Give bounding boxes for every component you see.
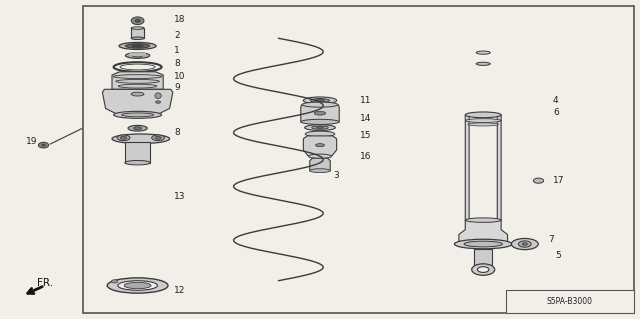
Ellipse shape <box>316 127 324 129</box>
Ellipse shape <box>454 239 512 249</box>
Ellipse shape <box>522 243 527 245</box>
Ellipse shape <box>131 37 144 40</box>
Ellipse shape <box>113 75 162 78</box>
Ellipse shape <box>132 45 143 47</box>
Text: 5: 5 <box>555 251 561 260</box>
Ellipse shape <box>129 52 147 56</box>
Text: FR.: FR. <box>36 278 52 288</box>
Text: 9: 9 <box>174 83 180 92</box>
Text: 11: 11 <box>360 96 371 105</box>
Polygon shape <box>310 158 330 171</box>
Ellipse shape <box>464 241 502 247</box>
Ellipse shape <box>125 160 150 165</box>
Text: 2: 2 <box>174 31 180 40</box>
Text: S5PA-B3000: S5PA-B3000 <box>547 297 593 306</box>
Ellipse shape <box>511 239 538 249</box>
Bar <box>506 290 634 313</box>
Ellipse shape <box>152 135 164 141</box>
Ellipse shape <box>111 280 118 283</box>
Ellipse shape <box>114 111 161 118</box>
Text: 10: 10 <box>174 72 186 81</box>
Ellipse shape <box>119 42 156 49</box>
Ellipse shape <box>135 19 140 22</box>
Ellipse shape <box>305 125 335 130</box>
Ellipse shape <box>302 102 338 107</box>
Ellipse shape <box>465 112 501 118</box>
Ellipse shape <box>124 282 151 289</box>
Ellipse shape <box>117 135 130 141</box>
Ellipse shape <box>118 281 157 290</box>
Text: 1: 1 <box>174 46 180 55</box>
Text: 8: 8 <box>174 128 180 137</box>
Text: 3: 3 <box>333 171 339 180</box>
Polygon shape <box>301 105 339 122</box>
Ellipse shape <box>122 113 154 117</box>
Ellipse shape <box>112 134 170 144</box>
Ellipse shape <box>316 144 324 147</box>
Ellipse shape <box>42 144 45 146</box>
Ellipse shape <box>312 126 328 129</box>
Bar <box>83 6 634 313</box>
Text: 13: 13 <box>174 192 186 201</box>
Ellipse shape <box>134 127 141 130</box>
Ellipse shape <box>116 79 159 83</box>
Text: 12: 12 <box>174 286 186 295</box>
Ellipse shape <box>155 93 161 99</box>
Ellipse shape <box>472 264 495 275</box>
Ellipse shape <box>107 278 168 293</box>
Ellipse shape <box>131 27 144 29</box>
Polygon shape <box>459 220 508 244</box>
Ellipse shape <box>128 125 147 131</box>
Ellipse shape <box>468 123 499 126</box>
Ellipse shape <box>156 101 161 103</box>
Ellipse shape <box>118 84 157 88</box>
Ellipse shape <box>310 99 330 102</box>
Text: 19: 19 <box>26 137 37 146</box>
Ellipse shape <box>120 64 155 70</box>
Polygon shape <box>125 142 150 163</box>
Ellipse shape <box>301 119 339 124</box>
Text: 8: 8 <box>174 59 180 68</box>
Polygon shape <box>465 115 501 222</box>
Ellipse shape <box>38 142 49 148</box>
Ellipse shape <box>465 119 501 122</box>
Ellipse shape <box>477 267 489 272</box>
Ellipse shape <box>120 137 127 139</box>
Text: 4: 4 <box>553 96 559 105</box>
Text: 17: 17 <box>553 176 564 185</box>
Ellipse shape <box>155 137 161 139</box>
Ellipse shape <box>533 178 543 183</box>
Text: 14: 14 <box>360 114 371 123</box>
Ellipse shape <box>131 92 144 96</box>
Ellipse shape <box>518 241 531 247</box>
Polygon shape <box>102 89 173 115</box>
Text: 16: 16 <box>360 152 371 161</box>
Polygon shape <box>474 249 492 265</box>
Ellipse shape <box>308 154 332 159</box>
Ellipse shape <box>476 62 490 65</box>
Text: 15: 15 <box>360 131 371 140</box>
Ellipse shape <box>131 17 144 25</box>
Ellipse shape <box>314 111 326 115</box>
Ellipse shape <box>303 97 337 104</box>
Ellipse shape <box>476 51 490 54</box>
Text: 18: 18 <box>174 15 186 24</box>
Polygon shape <box>131 28 144 38</box>
Polygon shape <box>303 136 337 156</box>
Ellipse shape <box>305 131 335 137</box>
Ellipse shape <box>125 53 150 58</box>
Text: 7: 7 <box>548 235 554 244</box>
Text: 6: 6 <box>553 108 559 117</box>
Polygon shape <box>112 72 163 89</box>
Ellipse shape <box>125 44 150 48</box>
Ellipse shape <box>132 54 143 57</box>
Ellipse shape <box>310 169 330 173</box>
Ellipse shape <box>316 99 324 102</box>
Ellipse shape <box>465 218 501 222</box>
